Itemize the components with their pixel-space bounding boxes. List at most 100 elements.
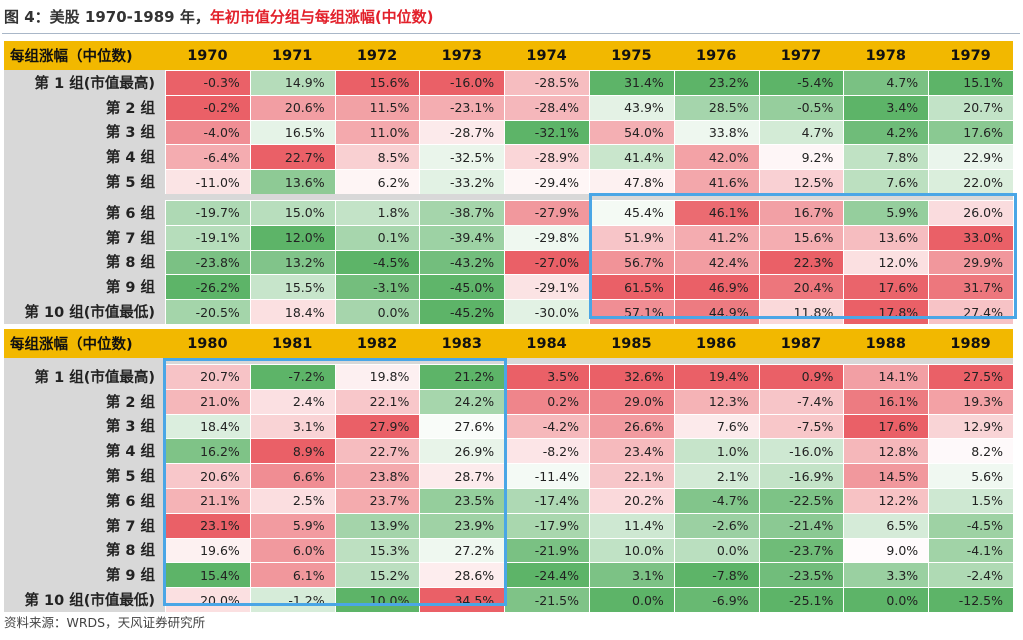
value-cell: 17.8%	[843, 299, 929, 324]
value-cell: -23.7%	[758, 537, 844, 563]
value-cell: 54.0%	[588, 119, 674, 145]
value-cell: -28.5%	[504, 70, 589, 95]
group-label-7: 第 7 组	[4, 224, 165, 250]
year-header-1984: 1984	[504, 329, 589, 358]
year-header-1974: 1974	[504, 41, 589, 70]
value-cell: 7.6%	[673, 413, 759, 439]
value-cell: -2.6%	[673, 512, 759, 538]
value-cell: 4.2%	[843, 119, 929, 145]
value-cell: 41.6%	[673, 169, 759, 194]
source-note: 资料来源：WRDS，天风证券研究所	[4, 615, 206, 630]
group-label-3: 第 3 组	[4, 119, 165, 145]
group-label-9: 第 9 组	[4, 562, 165, 588]
value-cell: 15.1%	[928, 70, 1013, 95]
value-cell: -4.5%	[334, 249, 420, 275]
value-cell: 0.2%	[504, 388, 589, 414]
group-label-2: 第 2 组	[4, 94, 165, 120]
year-header-1979: 1979	[928, 41, 1013, 70]
group-label-4: 第 4 组	[4, 144, 165, 170]
value-cell: -45.2%	[419, 299, 505, 324]
value-cell: 23.1%	[165, 512, 250, 538]
value-cell: 16.7%	[758, 199, 844, 225]
group-label-6: 第 6 组	[4, 487, 165, 513]
value-cell: 22.3%	[758, 249, 844, 275]
value-cell: 23.9%	[419, 512, 505, 538]
value-cell: 0.0%	[334, 299, 420, 324]
title-highlight: 年初市值分组与每组涨幅(中位数)	[209, 8, 434, 26]
value-cell: 11.5%	[334, 94, 420, 120]
group-label-5: 第 5 组	[4, 169, 165, 194]
value-cell: 19.6%	[165, 537, 250, 563]
value-cell: -4.2%	[504, 413, 589, 439]
value-cell: 9.2%	[758, 144, 844, 170]
value-cell: 15.6%	[758, 224, 844, 250]
value-cell: -29.4%	[504, 169, 589, 194]
value-cell: -20.5%	[165, 299, 250, 324]
value-cell: 24.2%	[419, 388, 505, 414]
group-label-10: 第 10 组(市值最低)	[4, 299, 165, 324]
value-cell: 28.6%	[419, 562, 505, 588]
value-cell: 42.4%	[673, 249, 759, 275]
value-cell: 4.7%	[758, 119, 844, 145]
value-cell: 23.7%	[334, 487, 420, 513]
value-cell: 11.8%	[758, 299, 844, 324]
value-cell: 4.7%	[843, 70, 929, 95]
figure-title: 图 4：美股 1970-1989 年，年初市值分组与每组涨幅(中位数)	[4, 6, 434, 27]
value-cell: 0.0%	[673, 537, 759, 563]
value-cell: -19.7%	[165, 199, 250, 225]
value-cell: 20.7%	[928, 94, 1013, 120]
value-cell: 17.6%	[843, 413, 929, 439]
value-cell: 8.2%	[928, 438, 1013, 464]
group-label-1: 第 1 组(市值最高)	[4, 364, 165, 389]
value-cell: 20.6%	[165, 463, 250, 488]
value-cell: 43.9%	[588, 94, 674, 120]
value-cell: 11.0%	[334, 119, 420, 145]
value-cell: -29.8%	[504, 224, 589, 250]
value-cell: 61.5%	[588, 274, 674, 300]
value-cell: -22.5%	[758, 487, 844, 513]
group-label-8: 第 8 组	[4, 537, 165, 563]
value-cell: -19.1%	[165, 224, 250, 250]
year-header-1983: 1983	[419, 329, 505, 358]
value-cell: -4.0%	[165, 119, 250, 145]
year-header-1982: 1982	[334, 329, 420, 358]
year-header-1985: 1985	[588, 329, 674, 358]
value-cell: -17.9%	[504, 512, 589, 538]
value-cell: 46.1%	[673, 199, 759, 225]
value-cell: 3.3%	[843, 562, 929, 588]
value-cell: 18.4%	[249, 299, 335, 324]
value-cell: 33.0%	[928, 224, 1013, 250]
value-cell: 41.4%	[588, 144, 674, 170]
title-prefix: 图 4：美股 1970-1989 年，	[4, 8, 210, 26]
row-spacer	[4, 193, 1013, 200]
value-cell: 46.9%	[673, 274, 759, 300]
value-cell: 23.8%	[334, 463, 420, 488]
value-cell: 6.2%	[334, 169, 420, 194]
year-header-1973: 1973	[419, 41, 505, 70]
value-cell: 1.8%	[334, 199, 420, 225]
value-cell: 19.8%	[334, 364, 420, 389]
year-header-1986: 1986	[673, 329, 759, 358]
value-cell: 22.9%	[928, 144, 1013, 170]
value-cell: 3.1%	[588, 562, 674, 588]
year-header-1975: 1975	[588, 41, 674, 70]
title-divider	[2, 33, 1020, 34]
value-cell: -32.5%	[419, 144, 505, 170]
value-cell: -27.9%	[504, 199, 589, 225]
group-label-10: 第 10 组(市值最低)	[4, 587, 165, 612]
value-cell: -5.4%	[758, 70, 844, 95]
value-cell: 2.5%	[249, 487, 335, 513]
value-cell: 31.4%	[588, 70, 674, 95]
group-label-2: 第 2 组	[4, 388, 165, 414]
value-cell: 8.9%	[249, 438, 335, 464]
value-cell: 27.5%	[928, 364, 1013, 389]
value-cell: 20.7%	[165, 364, 250, 389]
value-cell: -29.1%	[504, 274, 589, 300]
value-cell: 13.6%	[843, 224, 929, 250]
value-cell: 6.5%	[843, 512, 929, 538]
value-cell: -12.5%	[928, 587, 1013, 612]
value-cell: -8.2%	[504, 438, 589, 464]
value-cell: 12.0%	[843, 249, 929, 275]
value-cell: 16.2%	[165, 438, 250, 464]
value-cell: -4.5%	[928, 512, 1013, 538]
